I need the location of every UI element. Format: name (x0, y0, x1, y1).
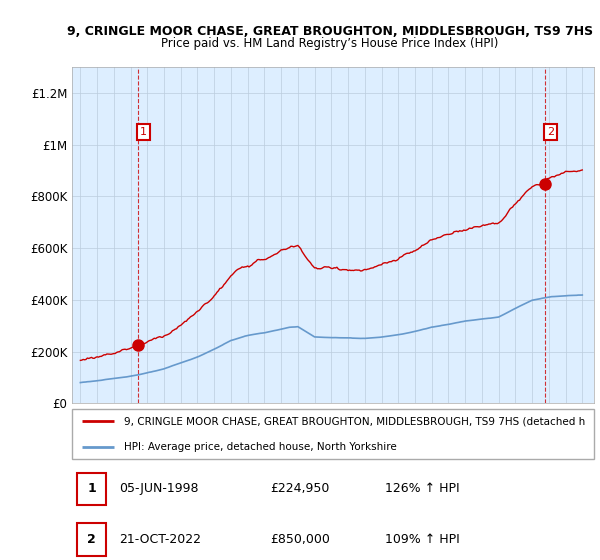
Text: 2: 2 (88, 533, 96, 546)
Text: 9, CRINGLE MOOR CHASE, GREAT BROUGHTON, MIDDLESBROUGH, TS9 7HS: 9, CRINGLE MOOR CHASE, GREAT BROUGHTON, … (67, 25, 593, 38)
Text: 9, CRINGLE MOOR CHASE, GREAT BROUGHTON, MIDDLESBROUGH, TS9 7HS (detached h: 9, CRINGLE MOOR CHASE, GREAT BROUGHTON, … (124, 417, 586, 426)
FancyBboxPatch shape (77, 523, 106, 556)
Text: 05-JUN-1998: 05-JUN-1998 (119, 483, 199, 496)
Text: £224,950: £224,950 (271, 483, 330, 496)
FancyBboxPatch shape (77, 473, 106, 505)
Text: 21-OCT-2022: 21-OCT-2022 (119, 533, 201, 546)
Text: £850,000: £850,000 (271, 533, 330, 546)
FancyBboxPatch shape (72, 409, 594, 459)
Text: Price paid vs. HM Land Registry’s House Price Index (HPI): Price paid vs. HM Land Registry’s House … (161, 37, 499, 50)
Text: 126% ↑ HPI: 126% ↑ HPI (385, 483, 460, 496)
Text: HPI: Average price, detached house, North Yorkshire: HPI: Average price, detached house, Nort… (124, 442, 397, 451)
Text: 2: 2 (547, 127, 554, 137)
Text: 1: 1 (140, 127, 147, 137)
Text: 109% ↑ HPI: 109% ↑ HPI (385, 533, 460, 546)
Text: 1: 1 (88, 483, 96, 496)
